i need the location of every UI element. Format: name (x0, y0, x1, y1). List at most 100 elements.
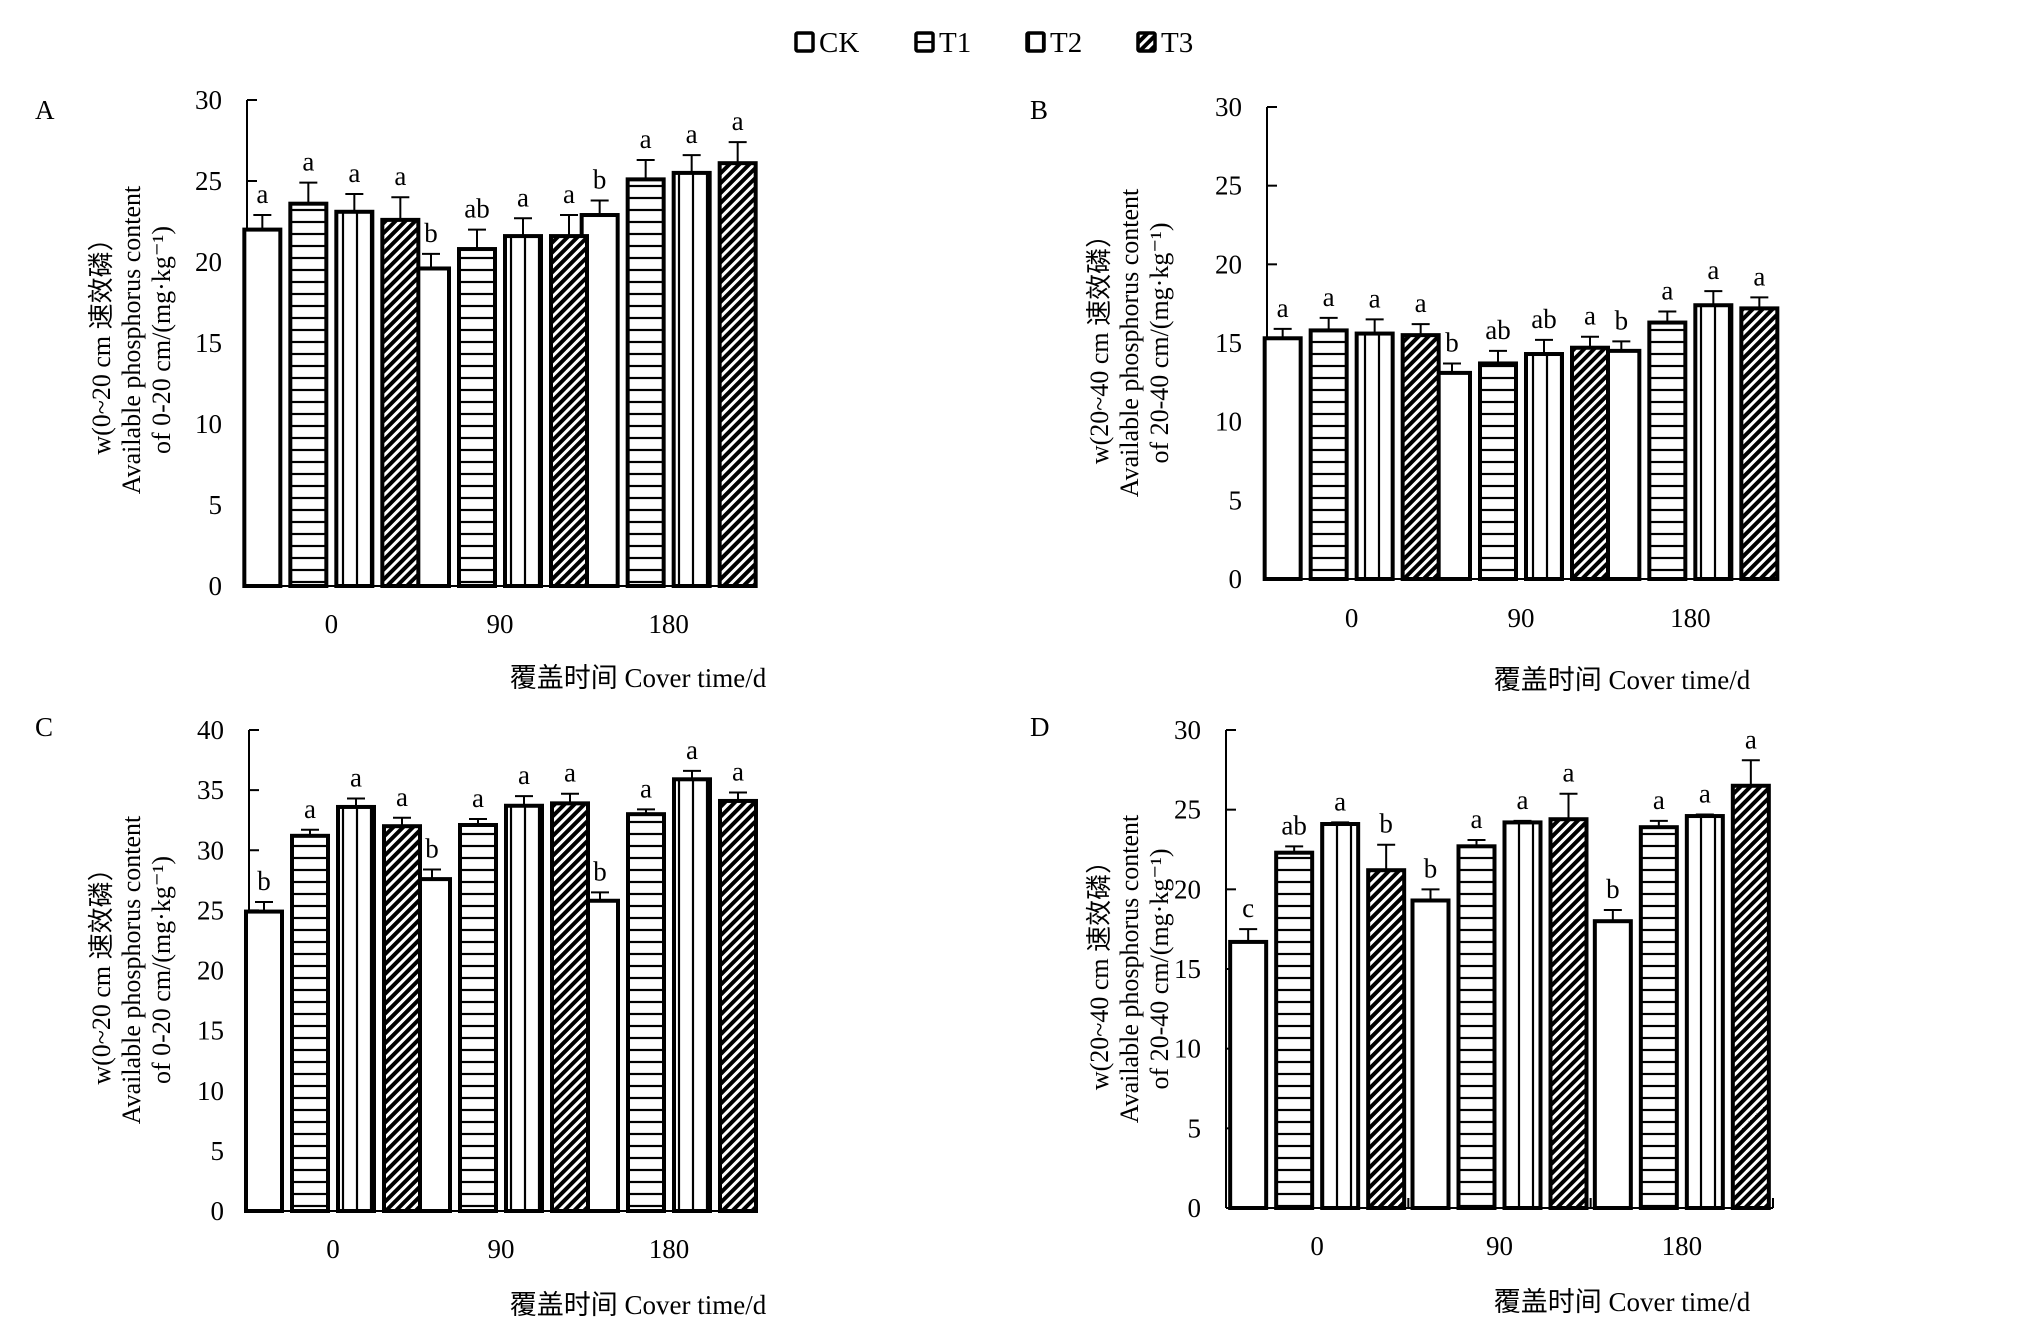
significance-letter: a (686, 735, 698, 765)
legend-label-ck: CK (819, 27, 859, 59)
significance-letter: a (1517, 785, 1529, 815)
bar-t1 (1274, 850, 1315, 1210)
y-tick-label: 0 (211, 1196, 225, 1226)
significance-letter: a (732, 106, 744, 136)
bar-t1 (1308, 328, 1349, 581)
significance-letter: b (593, 856, 607, 886)
x-tick-label: 0 (1345, 603, 1359, 633)
y-tick-label: 20 (197, 956, 224, 986)
y-axis-title-line: of 0-20 cm/(mg·kg⁻¹) (147, 856, 176, 1084)
y-axis-title-line: w(0~20 cm 速效磷） (87, 225, 116, 454)
significance-letter: a (350, 763, 362, 793)
significance-letter: a (640, 124, 652, 154)
legend-label-t3: T3 (1161, 27, 1193, 59)
y-tick-label: 15 (195, 328, 222, 358)
bar-ck (244, 909, 284, 1213)
significance-letter: a (302, 147, 314, 177)
significance-letter: a (1653, 785, 1665, 815)
x-axis-title: 覆盖时间 Cover time/d (510, 1290, 767, 1320)
y-tick-label: 25 (1174, 795, 1201, 825)
y-axis-title-line: of 20-40 cm/(mg·kg⁻¹) (1145, 848, 1174, 1089)
x-tick-label: 180 (1670, 603, 1711, 633)
x-tick-label: 90 (488, 1234, 515, 1264)
y-tick-label: 30 (1174, 715, 1201, 745)
significance-letter: b (1424, 853, 1438, 883)
bar-t2 (336, 804, 376, 1214)
y-tick-label: 15 (197, 1016, 224, 1046)
y-tick-label: 10 (197, 1076, 224, 1106)
legend-swatch-ck (794, 31, 815, 53)
bar-t1 (288, 201, 329, 588)
y-axis-title-line: Available phosphorus content (1115, 814, 1144, 1123)
y-tick-label: 5 (209, 490, 223, 520)
significance-letter: c (1242, 893, 1254, 923)
bar-t2 (1693, 303, 1734, 581)
bar-t2 (503, 234, 543, 589)
bar-t1 (458, 822, 498, 1213)
panel-letter: C (35, 712, 53, 742)
y-tick-label: 5 (211, 1136, 225, 1166)
significance-letter: a (1584, 301, 1596, 331)
bar-t3 (549, 234, 589, 589)
significance-letter: a (1471, 804, 1483, 834)
bar-t1 (1456, 844, 1497, 1211)
bar-t3 (1400, 333, 1441, 581)
significance-letter: a (394, 161, 406, 191)
significance-letter: b (1606, 874, 1620, 904)
y-tick-label: 20 (1215, 249, 1242, 279)
bar-t2 (672, 777, 712, 1213)
significance-letter: b (257, 866, 271, 896)
legend-label-t1: T1 (939, 27, 971, 59)
legend-swatch-t3 (1136, 31, 1157, 53)
y-tick-label: 10 (1215, 407, 1242, 437)
significance-letter: a (1753, 261, 1765, 291)
legend-swatch-t2 (1025, 31, 1046, 53)
y-tick-label: 40 (197, 715, 224, 745)
y-tick-label: 10 (195, 409, 222, 439)
bar-ck (1262, 336, 1303, 581)
significance-letter: a (1661, 276, 1673, 306)
legend: CK T1 T2 T3 (794, 27, 1193, 59)
bar-t2 (504, 803, 544, 1213)
significance-letter: a (1707, 255, 1719, 285)
significance-letter: a (640, 773, 652, 803)
y-tick-label: 20 (195, 247, 222, 277)
significance-letter: ab (464, 194, 489, 224)
legend-label-t2: T2 (1050, 27, 1082, 59)
significance-letter: a (348, 158, 360, 188)
y-axis-title-line: Available phosphorus content (117, 185, 146, 494)
bar-t2 (1354, 331, 1395, 581)
bar-t3 (1739, 306, 1780, 581)
y-axis-title-line: Available phosphorus content (1115, 188, 1144, 497)
significance-letter: a (563, 179, 575, 209)
bar-ck (1592, 919, 1633, 1210)
x-tick-label: 0 (326, 1234, 340, 1264)
significance-letter: a (396, 782, 408, 812)
x-axis-title: 覆盖时间 Cover time/d (1494, 665, 1751, 695)
x-tick-label: 180 (1662, 1231, 1703, 1261)
y-tick-label: 15 (1174, 954, 1201, 984)
bar-t2 (334, 209, 375, 588)
bar-t1 (457, 247, 497, 588)
bar-t3 (1548, 817, 1589, 1211)
y-tick-label: 30 (1215, 92, 1242, 122)
bar-t3 (717, 161, 758, 588)
y-tick-label: 25 (1215, 171, 1242, 201)
significance-letter: a (1563, 758, 1575, 788)
y-axis-title-line: w(20~40 cm 速效磷） (1085, 848, 1114, 1090)
bar-t2 (1320, 822, 1361, 1210)
bar-t1 (1638, 825, 1679, 1211)
bar-t2 (671, 170, 712, 588)
significance-letter: a (1699, 778, 1711, 808)
x-tick-label: 90 (1508, 603, 1535, 633)
bar-t1 (1647, 320, 1688, 581)
bar-t1 (626, 812, 666, 1213)
significance-letter: a (256, 179, 268, 209)
significance-letter: a (1745, 724, 1757, 754)
x-tick-label: 180 (648, 609, 689, 639)
significance-letter: b (425, 833, 439, 863)
bar-t3 (550, 801, 590, 1213)
